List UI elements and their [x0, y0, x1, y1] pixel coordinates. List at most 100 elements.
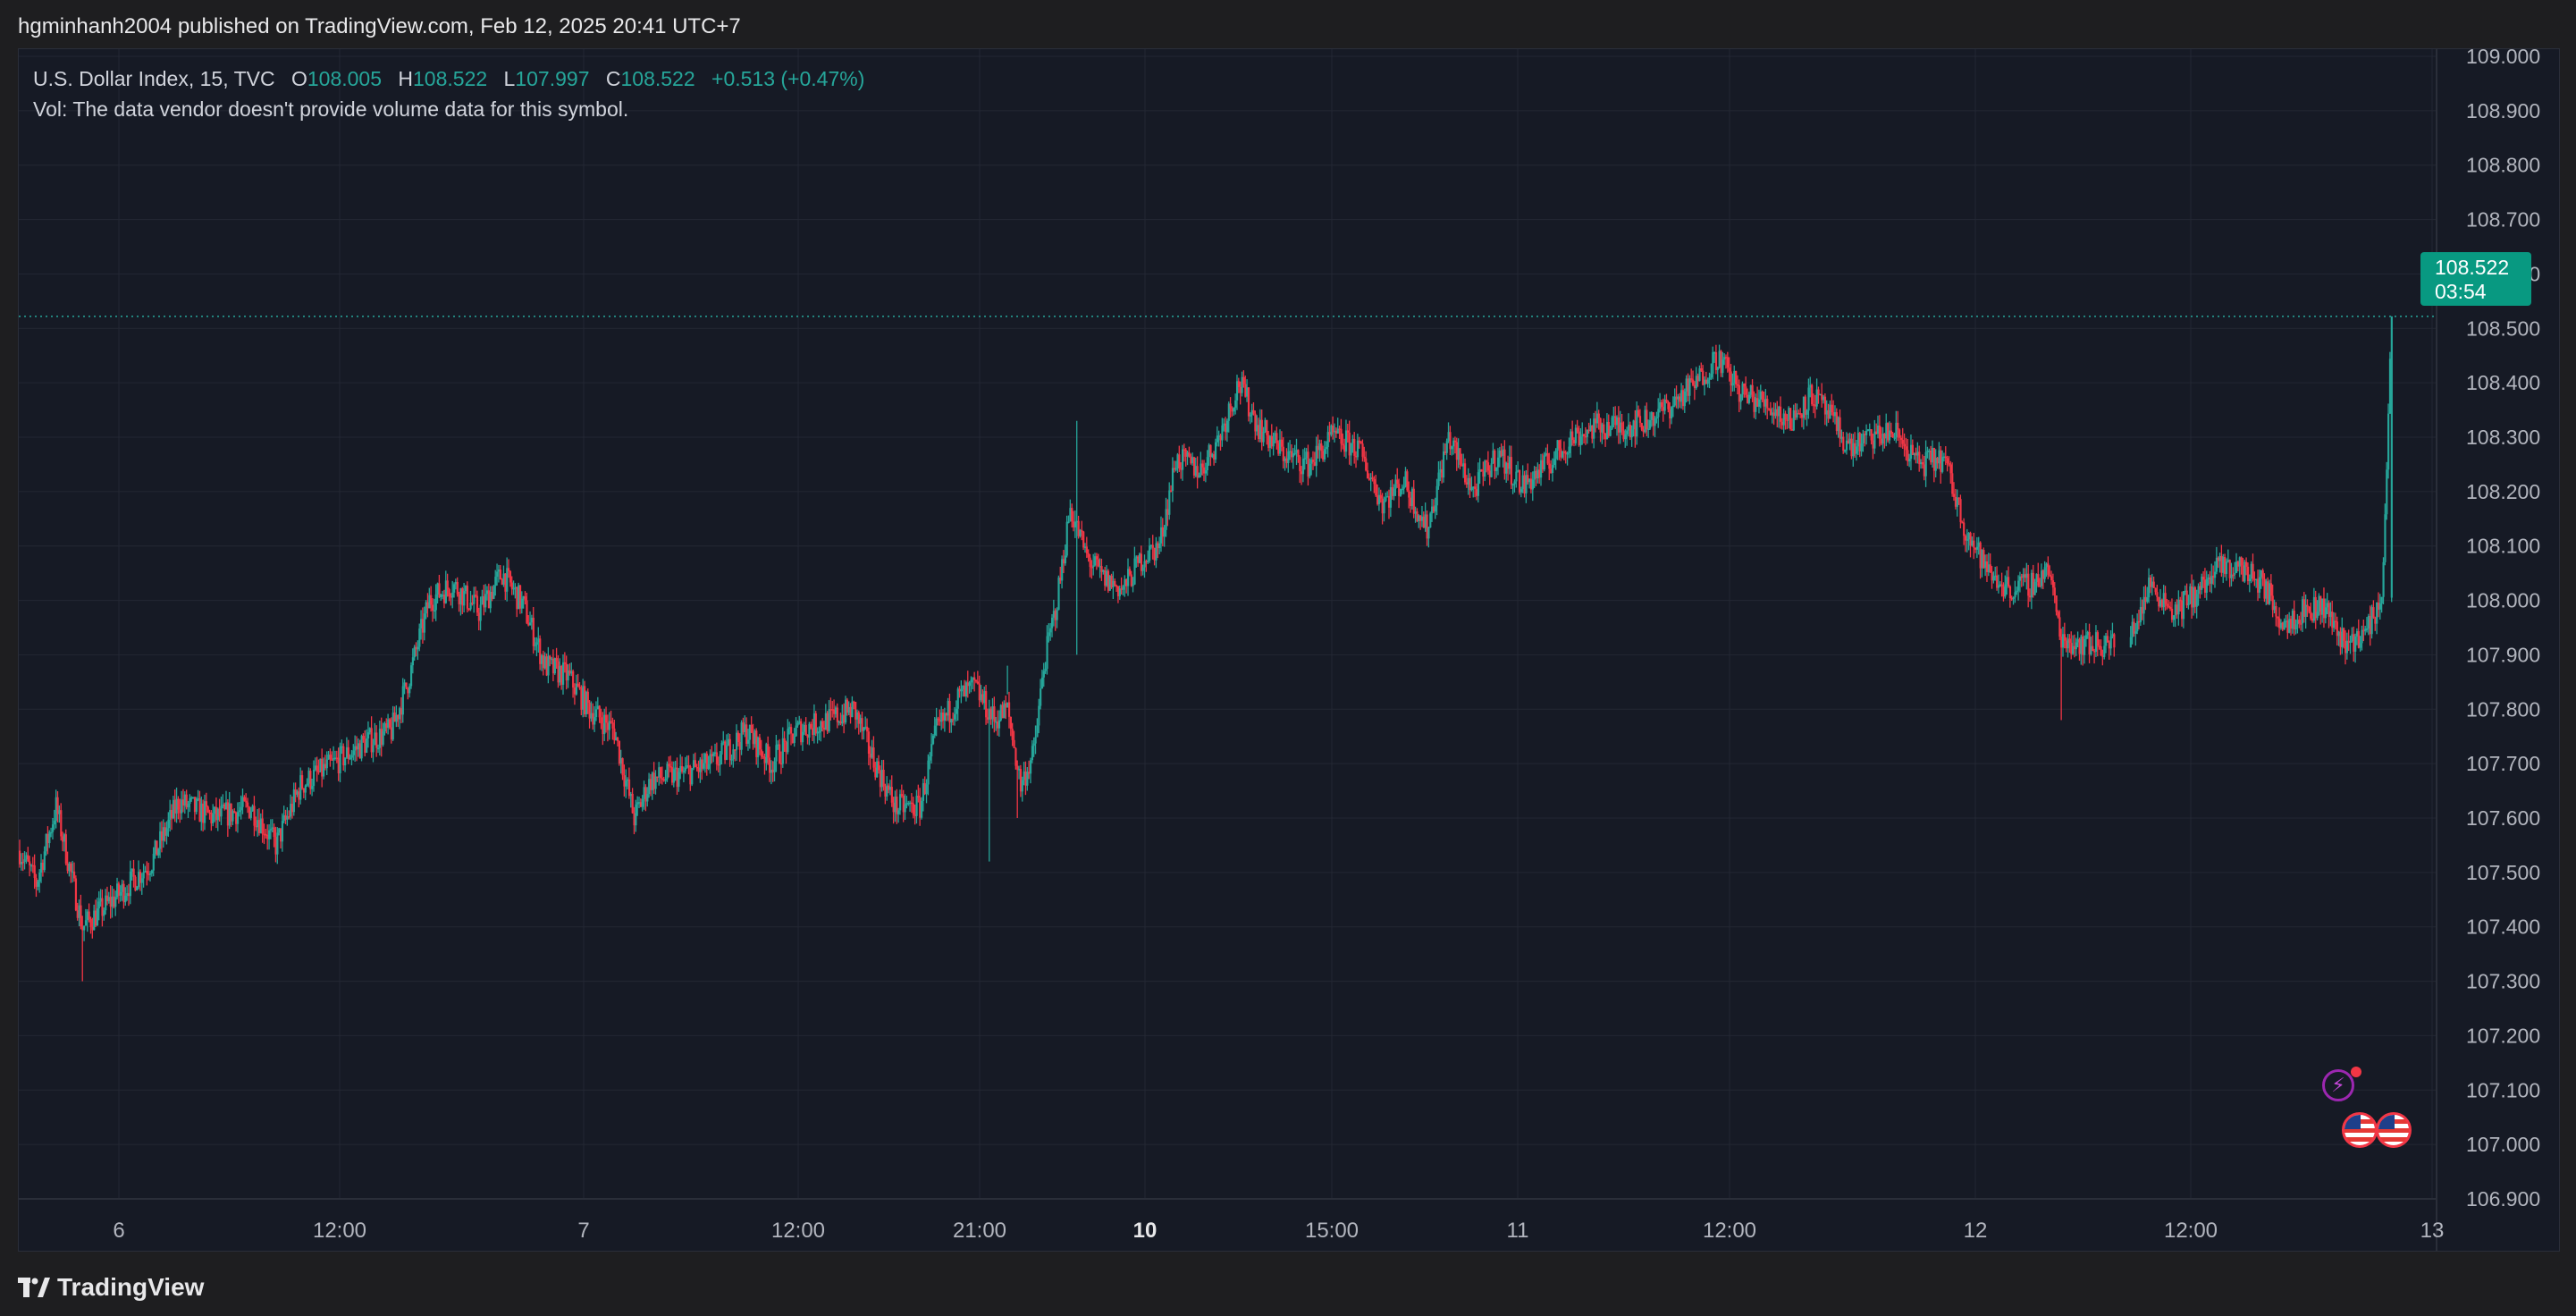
candle-body [33, 865, 36, 879]
candle-body [1490, 463, 1493, 477]
candle-body [1951, 473, 1954, 494]
candle-body [1241, 376, 1243, 393]
candle-body [1342, 443, 1344, 446]
candle-body [1626, 430, 1629, 434]
candle-body [691, 768, 694, 785]
candle-body [2008, 586, 2012, 599]
candle-body [1802, 396, 1806, 418]
candle-body [208, 812, 211, 814]
candle-body [1866, 429, 1870, 431]
candle-body [2010, 598, 2013, 600]
candle-body [623, 775, 626, 787]
candle-body [714, 752, 717, 754]
candle-body [1402, 486, 1405, 489]
candle-body [306, 783, 308, 786]
candle-body [240, 806, 242, 811]
candle-body [1663, 399, 1666, 411]
candle-body [879, 770, 882, 788]
candle-body [540, 655, 543, 664]
candle-body [1703, 379, 1706, 385]
candle-body [1051, 617, 1054, 628]
candle-body [1679, 396, 1681, 402]
candle-body [1733, 371, 1736, 384]
candle-body [2185, 590, 2188, 606]
candle-body [898, 794, 902, 811]
candle-body [757, 737, 760, 757]
candle-body [884, 786, 887, 797]
candle-body [241, 797, 244, 807]
candle-body [917, 796, 920, 798]
flash-event-icon[interactable]: ⚡ [2322, 1069, 2354, 1101]
candle-body [1120, 588, 1123, 590]
candle-body [1579, 436, 1582, 446]
candle-body [1013, 739, 1015, 748]
us-flag-event-icon[interactable] [2376, 1112, 2412, 1148]
candle-body [1870, 429, 1873, 441]
candle-body [1137, 556, 1140, 563]
candle-body [1270, 435, 1273, 447]
candle-body [2361, 629, 2363, 644]
candle-body [138, 872, 140, 888]
candle-body [1114, 580, 1116, 586]
candle-body [1860, 443, 1863, 451]
candle-body [2353, 634, 2355, 652]
candle-body [1496, 457, 1500, 468]
candle-body [724, 741, 727, 760]
candle-body [547, 655, 550, 676]
candle-body [958, 688, 961, 692]
candle-body [1492, 451, 1494, 464]
candle-body [1954, 496, 1957, 507]
candle-body [610, 721, 612, 723]
candle-body [1942, 456, 1946, 459]
chart-area[interactable]: 106.900 107.000 107.100 107.200 107.300 107.4… [18, 48, 2560, 1252]
candle-body [859, 718, 862, 724]
candle-body [1488, 470, 1491, 477]
candle-body [173, 799, 176, 814]
legend-symbol[interactable]: U.S. Dollar Index, 15, TVC [33, 67, 275, 90]
candle-body [31, 865, 34, 867]
x-tick-label: 10 [1133, 1219, 1158, 1243]
candle-body [1351, 438, 1354, 443]
candle-body [2192, 586, 2195, 608]
candle-body [771, 769, 774, 772]
candle-body [1637, 409, 1640, 417]
candle-body [1192, 457, 1196, 476]
candle-body [139, 872, 142, 883]
candle-body [1899, 437, 1903, 441]
candle-body [105, 895, 107, 911]
candle-body [2187, 603, 2190, 606]
us-flag-event-icon[interactable] [2342, 1112, 2378, 1148]
candlestick-chart[interactable]: 106.900 107.000 107.100 107.200 107.300 107.4… [19, 49, 2560, 1252]
candle-body [183, 794, 186, 806]
candle-body [1749, 384, 1752, 395]
candle-body [2324, 607, 2328, 619]
candle-body [434, 594, 437, 611]
candle-body [150, 870, 154, 874]
candle-body [539, 638, 542, 664]
candle-body [181, 799, 183, 814]
candle-body [1529, 478, 1533, 490]
candle-body [1225, 420, 1229, 433]
candle-body [874, 767, 877, 778]
candle-body [1769, 409, 1772, 416]
candle-body [930, 744, 933, 757]
candle-body [1558, 440, 1561, 449]
candle-body [2096, 632, 2099, 646]
candle-body [679, 765, 682, 772]
candle-body [454, 582, 458, 585]
candle-body [1437, 472, 1440, 486]
candle-body [228, 803, 231, 826]
candle-body [535, 642, 538, 645]
candle-body [1780, 421, 1784, 426]
candle-body [896, 796, 898, 814]
candle-body [1741, 383, 1744, 395]
candle-body [1486, 460, 1488, 463]
candle-body [325, 759, 328, 769]
candle-body [2387, 413, 2390, 470]
candle-body [2068, 638, 2071, 644]
candle-body [1318, 443, 1321, 451]
candle-body [1375, 484, 1377, 496]
candle-body [1994, 575, 1997, 578]
candle-body [171, 809, 173, 819]
tradingview-logo[interactable]: TradingView [18, 1273, 204, 1302]
